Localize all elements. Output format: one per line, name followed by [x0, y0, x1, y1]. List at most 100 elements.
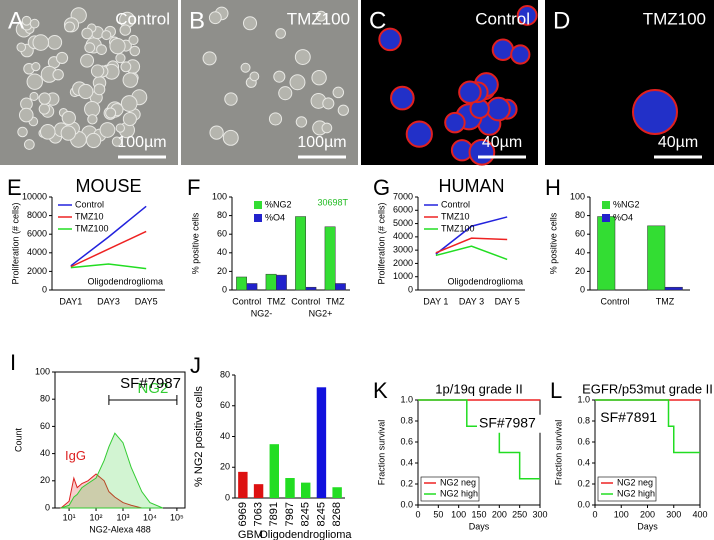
- y-tick-label: 0: [42, 284, 47, 294]
- cell: [289, 74, 306, 91]
- series-label: NG2: [137, 380, 168, 397]
- annotation: Oligodendroglioma: [447, 276, 523, 286]
- cell: [378, 27, 402, 52]
- cell: [93, 83, 106, 96]
- x-tick-label: 400: [692, 509, 707, 519]
- y-tick-label: 1000: [393, 271, 413, 281]
- panel-letter: I: [10, 350, 16, 375]
- survival-curve: [418, 399, 540, 480]
- y-tick-label: 80: [220, 369, 230, 379]
- bar: [253, 484, 264, 498]
- y-tick-label: 0.8: [577, 415, 590, 425]
- panel-letter: C: [369, 7, 386, 34]
- cell: [23, 139, 35, 150]
- panel-title: EGFR/p53mut grade II: [582, 381, 713, 396]
- y-tick-label: 0: [225, 492, 230, 502]
- annotation: SF#7987: [120, 375, 181, 392]
- annotation-box: [477, 414, 541, 433]
- annotation: 30698T: [317, 197, 348, 207]
- y-tick-label: 4000: [27, 247, 47, 257]
- panel-title: MOUSE: [75, 176, 141, 196]
- x-tick-label: 300: [666, 509, 681, 519]
- x-tick-label: 7987: [284, 502, 296, 526]
- y-tick-label: 0: [408, 284, 413, 294]
- cell: [516, 5, 538, 26]
- cell: [78, 83, 94, 100]
- legend-swatch: [602, 201, 610, 209]
- x-axis-label: Days: [469, 521, 490, 531]
- x-tick-label: 7891: [268, 502, 280, 526]
- y-axis-label: Proliferation (# cells): [10, 202, 20, 284]
- cell: [96, 44, 107, 56]
- y-tick-label: 40: [40, 448, 50, 458]
- cell: [208, 11, 222, 25]
- cell: [80, 53, 95, 68]
- image-label: Control: [115, 9, 170, 28]
- y-tick-label: 0.6: [400, 436, 413, 446]
- cell: [240, 62, 251, 73]
- cell: [315, 10, 327, 22]
- cell: [61, 110, 76, 126]
- x-tick-label: 6969: [237, 502, 249, 526]
- y-axis-label: % NG2 positive cells: [193, 386, 205, 487]
- cell: [38, 92, 51, 105]
- chart-panel: J 0 20 40 60 80 % NG2 positive cells 6969 7063 78…: [190, 353, 352, 540]
- series-line: [70, 205, 147, 267]
- cell: [275, 28, 286, 39]
- cell: [224, 92, 238, 106]
- x-tick-label: Control: [291, 296, 320, 306]
- image: [181, 0, 358, 165]
- group-label: NG2+: [309, 308, 333, 318]
- image-panel: A Control 100µm: [0, 0, 178, 165]
- cell: [491, 38, 515, 61]
- bar: [265, 273, 277, 291]
- legend-label: NG2 neg: [617, 477, 653, 487]
- y-tick-label: 6000: [393, 205, 413, 215]
- y-tick-label: 60: [220, 400, 230, 410]
- y-tick-label: 8000: [27, 210, 47, 220]
- y-tick-label: 100: [35, 366, 50, 376]
- cell: [322, 97, 335, 110]
- cell: [222, 129, 239, 146]
- legend-label: Control: [75, 199, 104, 209]
- annotation: SF#7891: [600, 409, 657, 425]
- cell: [29, 18, 40, 29]
- cell: [122, 72, 139, 88]
- legend-box: [420, 476, 480, 502]
- y-tick-label: 0.8: [400, 415, 413, 425]
- cell: [321, 122, 333, 134]
- legend-box: [597, 476, 657, 502]
- cell: [32, 34, 50, 51]
- chart-panel: F 0 20 40 60 80 100 % positive cells Control TMZ C…: [187, 175, 350, 318]
- y-tick-label: 0.0: [577, 499, 590, 509]
- scale-label: 40µm: [658, 134, 698, 151]
- chart-panel: H 0 20 40 60 80 100 % positive cells Control TMZ%…: [545, 175, 690, 306]
- x-tick-label: 200: [640, 509, 655, 519]
- y-tick-label: 0.0: [400, 499, 413, 509]
- y-tick-label: 80: [217, 210, 227, 220]
- panel-title: 1p/19q grade II: [435, 381, 522, 396]
- image-label: TMZ100: [643, 9, 706, 28]
- cell: [129, 45, 141, 57]
- x-tick-label: 300: [532, 509, 547, 519]
- cell: [101, 30, 112, 41]
- bar: [276, 274, 287, 291]
- cell: [249, 71, 260, 82]
- panel-letter: G: [373, 175, 390, 200]
- y-tick-label: 40: [220, 431, 230, 441]
- panel-letter: D: [553, 7, 570, 34]
- x-tick-label: 0: [592, 509, 597, 519]
- cell: [90, 64, 105, 78]
- cell: [295, 116, 308, 128]
- group-label: GBM: [238, 529, 263, 540]
- legend-label: TMZ100: [75, 223, 109, 233]
- x-tick-label: 7063: [252, 502, 264, 526]
- bar: [269, 444, 279, 498]
- y-tick-label: 2000: [393, 258, 413, 268]
- y-tick-label: 0.4: [400, 457, 413, 467]
- cell: [311, 70, 327, 86]
- cell: [115, 123, 125, 133]
- y-tick-label: 1.0: [400, 394, 413, 404]
- y-tick-label: 0.4: [577, 457, 590, 467]
- cell: [86, 132, 102, 149]
